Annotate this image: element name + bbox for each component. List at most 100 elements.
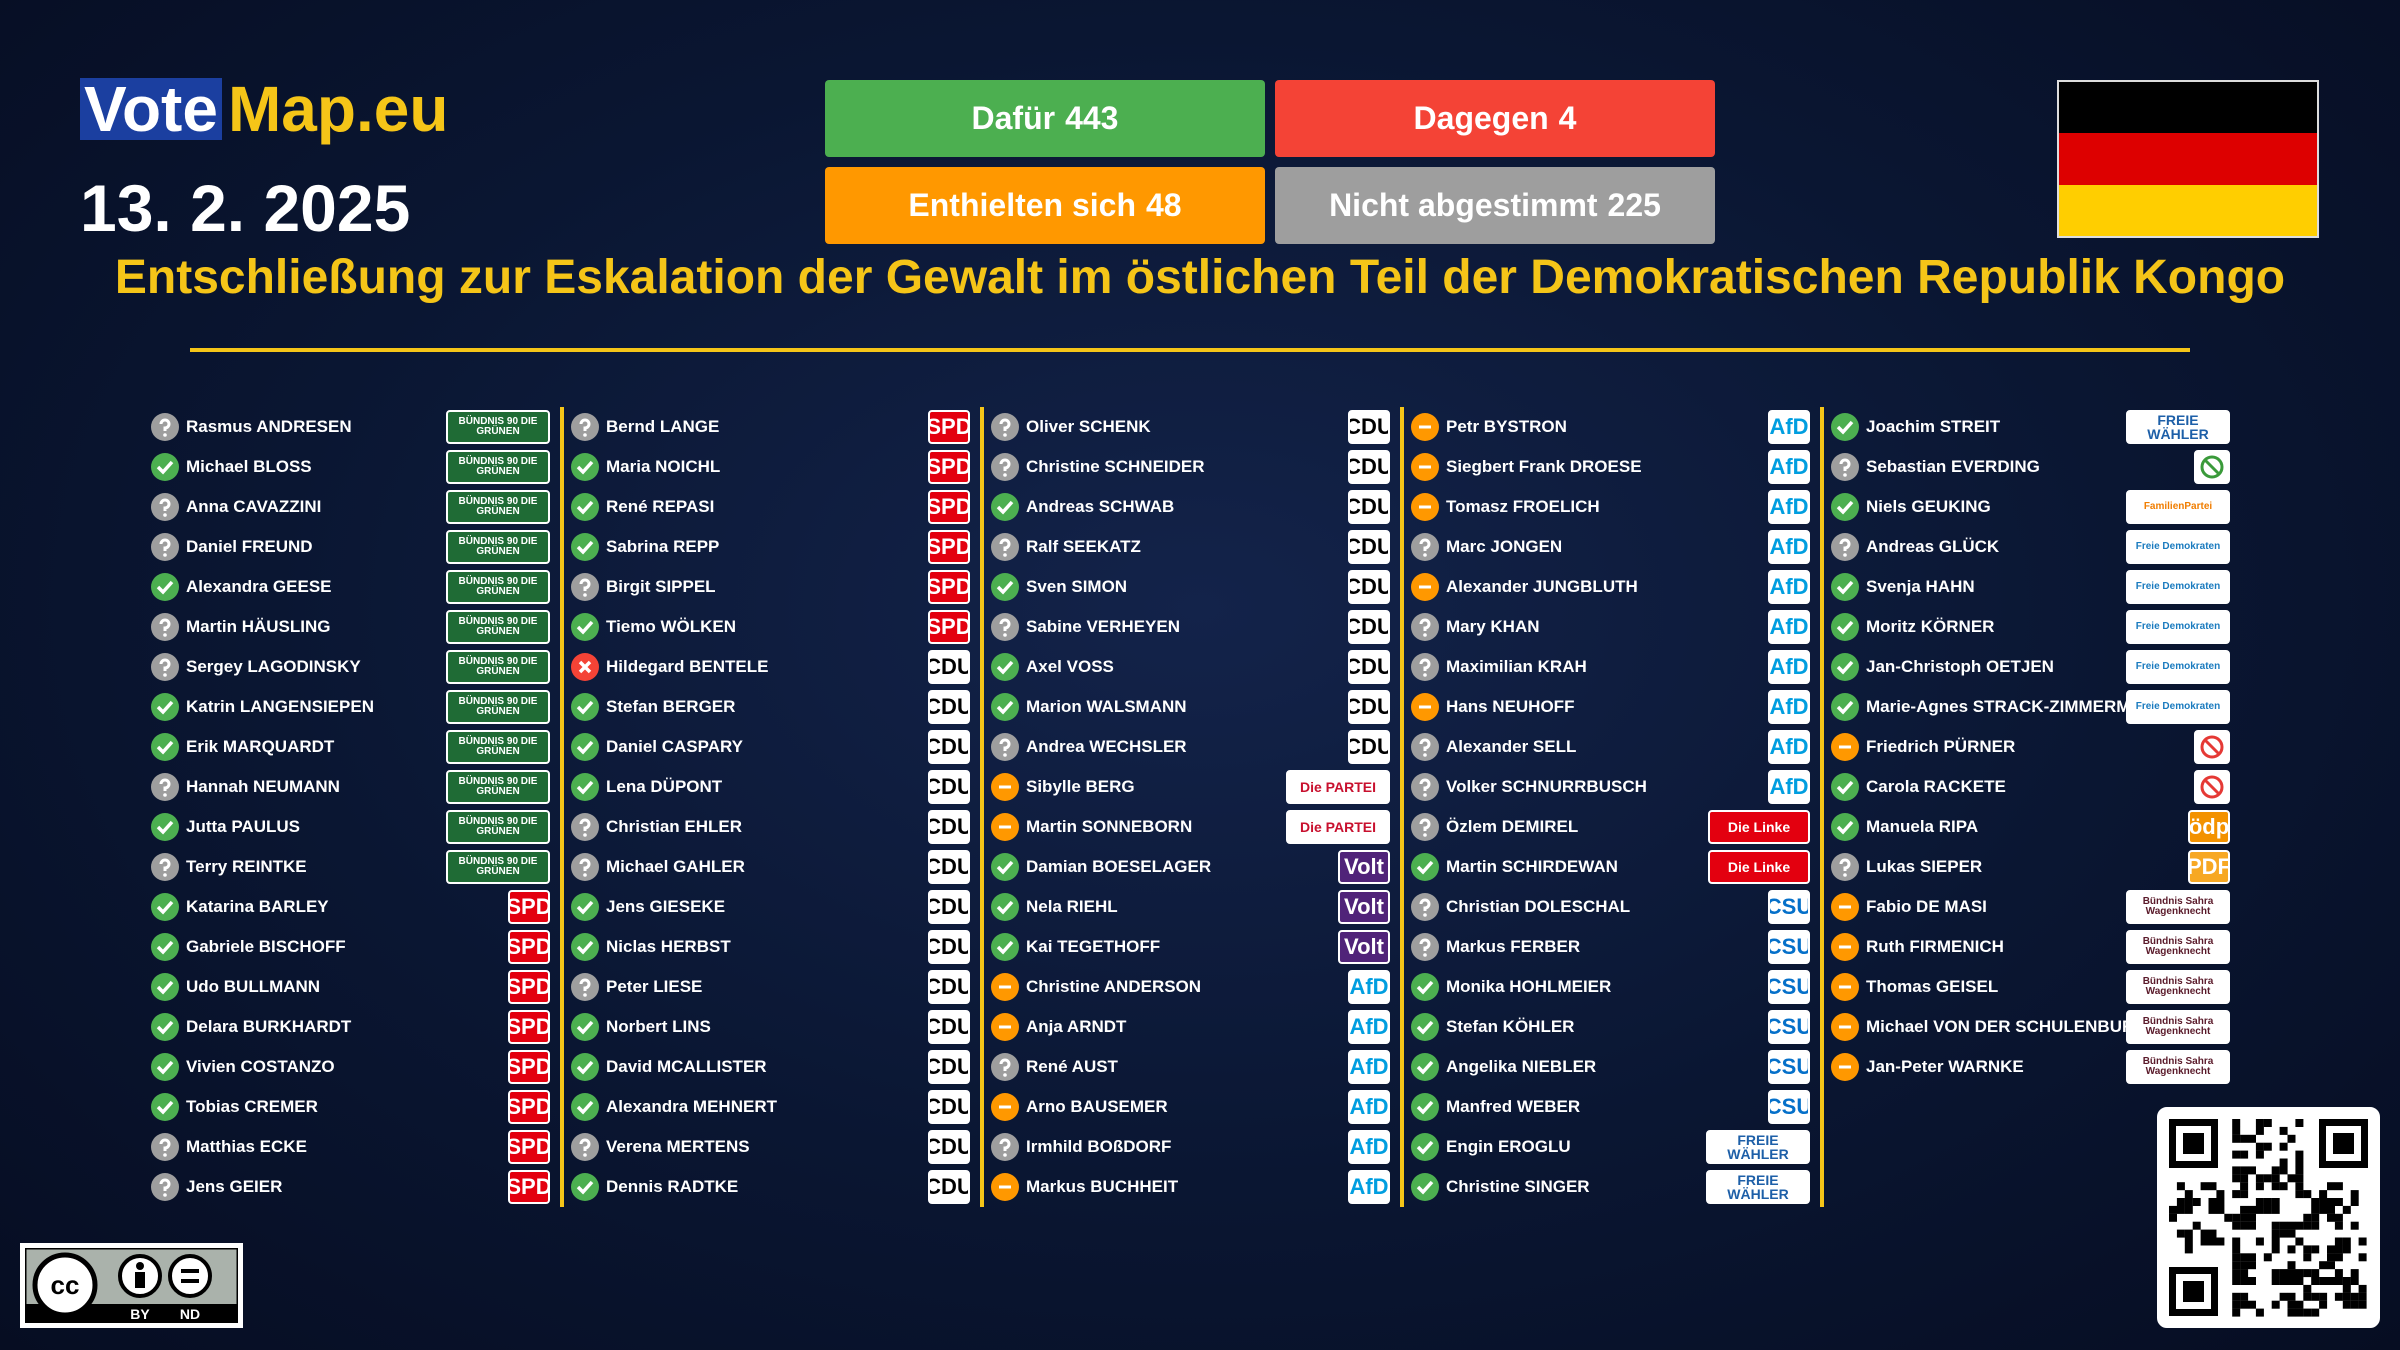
vote-icon xyxy=(991,933,1019,961)
vote-date: 13. 2. 2025 xyxy=(80,171,411,245)
vote-icon xyxy=(571,1053,599,1081)
member-name: Svenja HAHN xyxy=(1866,577,1975,596)
member-name: Volker SCHNURRBUSCH xyxy=(1446,777,1647,796)
vote-icon xyxy=(571,453,599,481)
party-logo: CDU xyxy=(1348,690,1390,724)
vote-icon xyxy=(1831,1013,1859,1041)
party-logo: Bündnis Sahra Wagenknecht xyxy=(2126,970,2230,1004)
member-name: Niclas HERBST xyxy=(606,937,731,956)
qr-code[interactable] xyxy=(2157,1107,2380,1328)
party-logo: CDU xyxy=(928,730,970,764)
party-logo: BÜNDNIS 90 DIE GRÜNEN xyxy=(446,410,550,444)
vote-icon xyxy=(151,573,179,601)
party-logo: AfD xyxy=(1768,770,1810,804)
vote-icon xyxy=(1831,853,1859,881)
vote-icon xyxy=(571,933,599,961)
member-name: Daniel CASPARY xyxy=(606,737,743,756)
party-logo: AfD xyxy=(1768,530,1810,564)
member-name: Christine ANDERSON xyxy=(1026,977,1202,996)
vote-icon xyxy=(991,453,1019,481)
party-logo: CDU xyxy=(1348,570,1390,604)
vote-icon xyxy=(151,493,179,521)
license-badge: cc BY ND xyxy=(20,1243,243,1328)
column-divider xyxy=(1400,407,1404,1207)
party-logo: SPD xyxy=(508,970,550,1004)
vote-icon xyxy=(1411,1053,1439,1081)
vote-icon xyxy=(571,1093,599,1121)
party-logo xyxy=(2194,770,2230,804)
member-name: René AUST xyxy=(1026,1057,1118,1076)
party-logo: CDU xyxy=(928,1090,970,1124)
member-name: Martin HÄUSLING xyxy=(186,617,331,636)
party-logo: Freie Demokraten xyxy=(2126,650,2230,684)
column-divider xyxy=(1820,407,1824,1207)
result-count: 443 xyxy=(1065,100,1119,136)
vote-icon xyxy=(571,1133,599,1161)
party-logo: CDU xyxy=(928,890,970,924)
member-name: Maria NOICHL xyxy=(606,457,721,476)
party-logo: SPD xyxy=(508,890,550,924)
vote-icon xyxy=(1411,693,1439,721)
member-name: Daniel FREUND xyxy=(186,537,313,556)
party-logo: AfD xyxy=(1768,610,1810,644)
vote-icon xyxy=(571,693,599,721)
member-name: Marc JONGEN xyxy=(1446,537,1563,556)
vote-icon xyxy=(1831,453,1859,481)
vote-icon xyxy=(571,573,599,601)
member-name: Lena DÜPONT xyxy=(606,777,723,796)
party-logo: AfD xyxy=(1768,570,1810,604)
party-logo: CDU xyxy=(1348,490,1390,524)
member-name: Kai TEGETHOFF xyxy=(1026,937,1161,956)
result-label: Dagegen xyxy=(1413,100,1549,136)
result-count: 48 xyxy=(1146,187,1182,223)
member-name: Katrin LANGENSIEPEN xyxy=(186,697,374,716)
vote-icon xyxy=(1831,893,1859,921)
vote-icon xyxy=(1831,413,1859,441)
vote-icon xyxy=(1411,973,1439,1001)
member-name: Alexandra MEHNERT xyxy=(606,1097,777,1116)
result-box: Dafür 443 xyxy=(825,80,1265,157)
vote-icon xyxy=(1831,813,1859,841)
party-logo: BÜNDNIS 90 DIE GRÜNEN xyxy=(446,730,550,764)
site-logo[interactable]: Vote Map.eu xyxy=(80,77,448,141)
vote-icon xyxy=(1411,493,1439,521)
column-divider xyxy=(560,407,564,1207)
member-name: Christine SINGER xyxy=(1446,1177,1590,1196)
member-name: Jens GIESEKE xyxy=(606,897,726,916)
member-name: Anna CAVAZZINI xyxy=(186,497,322,516)
qr-pattern xyxy=(2169,1119,2368,1317)
party-logo: CDU xyxy=(928,1050,970,1084)
vote-icon xyxy=(991,1013,1019,1041)
member-name: Gabriele BISCHOFF xyxy=(186,937,346,956)
party-logo: CDU xyxy=(928,810,970,844)
party-logo: SPD xyxy=(928,610,970,644)
party-logo: BÜNDNIS 90 DIE GRÜNEN xyxy=(446,850,550,884)
result-box: Enthielten sich 48 xyxy=(825,167,1265,244)
member-name: René REPASI xyxy=(606,497,715,516)
party-logo: FamilienPartei xyxy=(2126,490,2230,524)
member-name: Sabine VERHEYEN xyxy=(1026,617,1180,636)
vote-icon xyxy=(1831,973,1859,1001)
member-name: Christian DOLESCHAL xyxy=(1446,897,1631,916)
vote-icon xyxy=(571,813,599,841)
column-divider xyxy=(980,407,984,1207)
member-name: Mary KHAN xyxy=(1446,617,1540,636)
party-logo: Freie Demokraten xyxy=(2126,570,2230,604)
party-logo: FREIE WÄHLER xyxy=(2126,410,2230,444)
member-name: Irmhild BOßDORF xyxy=(1026,1137,1172,1156)
vote-icon xyxy=(1411,1093,1439,1121)
vote-icon xyxy=(1831,613,1859,641)
result-label: Nicht abgestimmt xyxy=(1329,187,1598,223)
party-logo: CDU xyxy=(928,970,970,1004)
party-logo: AfD xyxy=(1768,730,1810,764)
member-name: Lukas SIEPER xyxy=(1866,857,1983,876)
party-icon xyxy=(2200,455,2224,479)
member-name: Sabrina REPP xyxy=(606,537,720,556)
party-logo: Volt xyxy=(1338,850,1390,884)
party-logo: AfD xyxy=(1348,1090,1390,1124)
party-logo: CDU xyxy=(1348,410,1390,444)
party-logo: FREIE WÄHLER xyxy=(1706,1170,1810,1204)
party-logo: SPD xyxy=(928,490,970,524)
member-name: Manuela RIPA xyxy=(1866,817,1979,836)
party-logo: AfD xyxy=(1768,650,1810,684)
